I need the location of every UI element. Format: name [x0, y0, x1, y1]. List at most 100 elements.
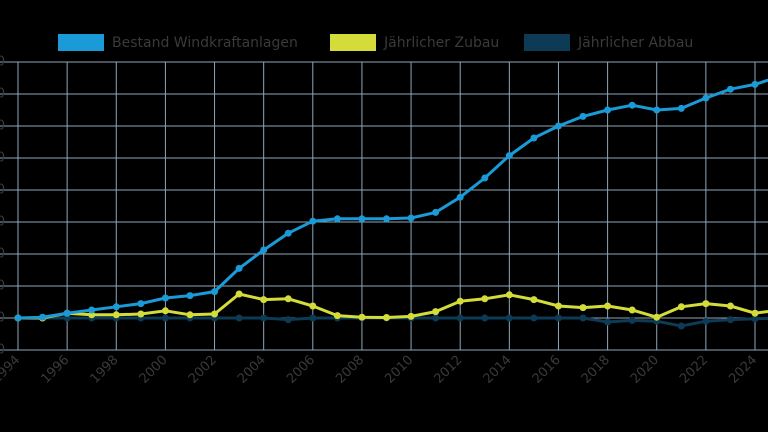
data-point	[260, 246, 268, 254]
data-point	[432, 314, 440, 322]
data-point	[530, 134, 538, 142]
y-tick-label: 600	[0, 215, 5, 230]
legend-label: Jährlicher Zubau	[383, 35, 499, 51]
data-point	[137, 300, 145, 308]
y-tick-label: 800	[0, 183, 5, 198]
data-point	[505, 152, 513, 160]
data-point	[88, 311, 96, 319]
legend-swatch	[524, 34, 570, 51]
data-point	[211, 310, 219, 318]
data-point	[88, 306, 96, 314]
data-point	[235, 290, 243, 298]
x-tick-label: 2020	[628, 353, 662, 387]
data-point	[284, 316, 292, 324]
x-tick-label: 2024	[726, 353, 760, 387]
x-tick-label: 2014	[481, 353, 515, 387]
data-point	[604, 302, 612, 310]
data-point	[481, 174, 489, 182]
x-tick-label: 2000	[137, 353, 171, 387]
data-point	[530, 296, 538, 304]
data-point	[677, 104, 685, 112]
x-tick-label: 2012	[431, 353, 465, 387]
data-point	[653, 313, 661, 321]
y-tick-label: 0	[0, 311, 5, 326]
y-tick-label: 400	[0, 247, 5, 262]
data-point	[432, 208, 440, 216]
legend-label: Jährlicher Abbau	[577, 35, 693, 51]
data-point	[39, 313, 47, 321]
data-point	[112, 311, 120, 319]
data-point	[161, 294, 169, 302]
data-point	[407, 312, 415, 320]
data-point	[358, 215, 366, 223]
data-point	[677, 322, 685, 330]
data-point	[751, 309, 759, 317]
data-point	[161, 307, 169, 315]
y-tick-label: 200	[0, 279, 5, 294]
data-point	[726, 85, 734, 93]
x-tick-label: 2004	[235, 353, 269, 387]
data-point	[702, 94, 710, 102]
data-point	[604, 318, 612, 326]
data-point	[284, 229, 292, 237]
data-point	[211, 288, 219, 296]
data-point	[432, 308, 440, 316]
data-point	[751, 80, 759, 88]
x-tick-label: 1994	[0, 353, 23, 387]
y-tick-label: 1000	[0, 151, 5, 166]
data-point	[628, 101, 636, 109]
series-line	[17, 78, 768, 320]
data-point	[235, 314, 243, 322]
data-point	[604, 106, 612, 114]
data-point	[702, 317, 710, 325]
data-point	[530, 314, 538, 322]
data-point	[358, 313, 366, 321]
data-point	[112, 303, 120, 311]
data-point	[284, 295, 292, 303]
data-point	[579, 314, 587, 322]
y-tick-label: -200	[0, 343, 5, 358]
x-tick-label: 1996	[38, 353, 72, 387]
x-tick-label: 1998	[88, 353, 122, 387]
x-tick-label: 2006	[284, 353, 318, 387]
legend-label: Bestand Windkraftanlagen	[112, 35, 298, 51]
x-tick-label: 2002	[186, 353, 220, 387]
data-point	[186, 311, 194, 319]
data-point	[579, 304, 587, 312]
data-point	[505, 291, 513, 299]
data-point	[235, 264, 243, 272]
data-point	[407, 214, 415, 222]
data-point	[554, 122, 562, 130]
legend-swatch	[58, 34, 104, 51]
series-line	[18, 292, 768, 320]
data-point	[481, 295, 489, 303]
data-point	[309, 217, 317, 225]
data-point	[751, 315, 759, 323]
x-tick-label: 2016	[530, 353, 564, 387]
data-point	[383, 314, 390, 322]
data-point	[260, 296, 268, 304]
data-point	[260, 314, 268, 322]
x-tick-label: 2008	[333, 353, 367, 387]
data-point	[628, 306, 636, 314]
legend-swatch	[330, 34, 376, 51]
data-point	[333, 312, 341, 320]
data-point	[456, 193, 464, 201]
data-point	[554, 302, 562, 310]
data-point	[702, 300, 710, 308]
data-point	[653, 106, 661, 114]
data-point	[456, 297, 464, 305]
data-point	[137, 310, 145, 318]
data-point	[186, 292, 194, 300]
data-point	[726, 302, 734, 310]
data-point	[383, 215, 390, 223]
data-point	[505, 314, 513, 322]
x-tick-label: 2018	[579, 353, 613, 387]
data-point	[14, 314, 22, 322]
data-point	[481, 314, 489, 322]
y-tick-label: 1200	[0, 119, 5, 134]
data-point	[63, 309, 71, 317]
data-point	[456, 314, 464, 322]
